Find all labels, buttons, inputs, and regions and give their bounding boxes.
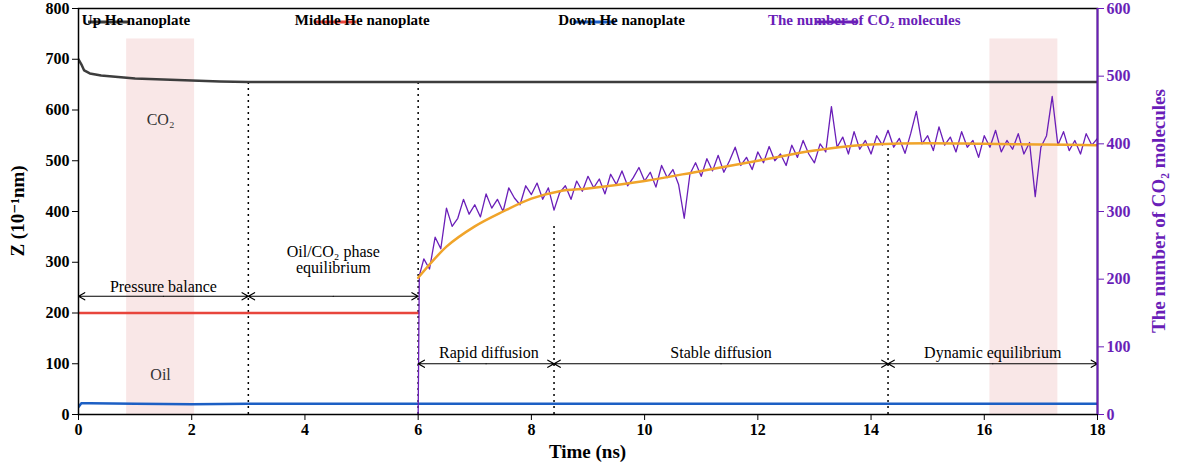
svg-text:10: 10: [637, 421, 653, 438]
svg-text:600: 600: [46, 101, 70, 118]
svg-text:6: 6: [414, 421, 422, 438]
svg-text:Up He nanoplate: Up He nanoplate: [82, 12, 191, 28]
svg-text:Time (ns): Time (ns): [549, 441, 626, 463]
svg-text:500: 500: [1107, 67, 1131, 84]
svg-text:Down He nanoplate: Down He nanoplate: [558, 12, 685, 28]
svg-text:CO₂: CO₂: [147, 111, 175, 128]
svg-text:Stable diffusion: Stable diffusion: [670, 344, 771, 361]
svg-text:0: 0: [75, 421, 83, 438]
svg-text:8: 8: [527, 421, 535, 438]
svg-text:Dynamic equilibrium: Dynamic equilibrium: [924, 344, 1062, 362]
svg-text:500: 500: [46, 152, 70, 169]
svg-text:0: 0: [62, 406, 70, 423]
svg-text:16: 16: [976, 421, 992, 438]
svg-text:The number of CO₂ molecules: The number of CO₂ molecules: [768, 12, 961, 28]
svg-text:100: 100: [46, 355, 70, 372]
svg-text:300: 300: [1107, 203, 1131, 220]
svg-text:400: 400: [1107, 135, 1131, 152]
svg-text:Middle He nanoplate: Middle He nanoplate: [295, 12, 430, 28]
svg-text:The number of CO₂ molecules: The number of CO₂ molecules: [1148, 89, 1169, 333]
svg-text:4: 4: [301, 421, 309, 438]
svg-text:300: 300: [46, 253, 70, 270]
svg-text:14: 14: [863, 421, 879, 438]
svg-text:Oil: Oil: [150, 366, 171, 383]
svg-text:Oil/CO₂ phaseequilibrium: Oil/CO₂ phaseequilibrium: [287, 243, 380, 277]
svg-text:600: 600: [1107, 0, 1131, 17]
svg-text:700: 700: [46, 50, 70, 67]
svg-text:18: 18: [1090, 421, 1106, 438]
svg-text:0: 0: [1107, 406, 1115, 423]
svg-text:Rapid diffusion: Rapid diffusion: [439, 344, 539, 362]
svg-text:200: 200: [1107, 270, 1131, 287]
svg-text:Z (10⁻¹nm): Z (10⁻¹nm): [7, 165, 29, 256]
svg-text:400: 400: [46, 203, 70, 220]
svg-text:100: 100: [1107, 338, 1131, 355]
svg-text:2: 2: [188, 421, 196, 438]
svg-text:800: 800: [46, 0, 70, 17]
svg-text:12: 12: [750, 421, 766, 438]
svg-text:200: 200: [46, 304, 70, 321]
svg-text:Pressure balance: Pressure balance: [110, 278, 217, 295]
